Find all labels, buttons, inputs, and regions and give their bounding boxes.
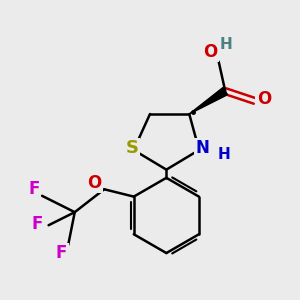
Text: S: S <box>125 140 139 158</box>
Text: H: H <box>218 147 231 162</box>
Polygon shape <box>189 88 227 114</box>
Text: O: O <box>257 90 271 108</box>
Text: N: N <box>195 140 209 158</box>
Text: O: O <box>203 43 218 61</box>
Text: H: H <box>220 37 232 52</box>
Text: F: F <box>56 244 68 262</box>
Text: O: O <box>87 174 101 192</box>
Text: F: F <box>28 180 40 198</box>
Text: F: F <box>32 214 43 232</box>
